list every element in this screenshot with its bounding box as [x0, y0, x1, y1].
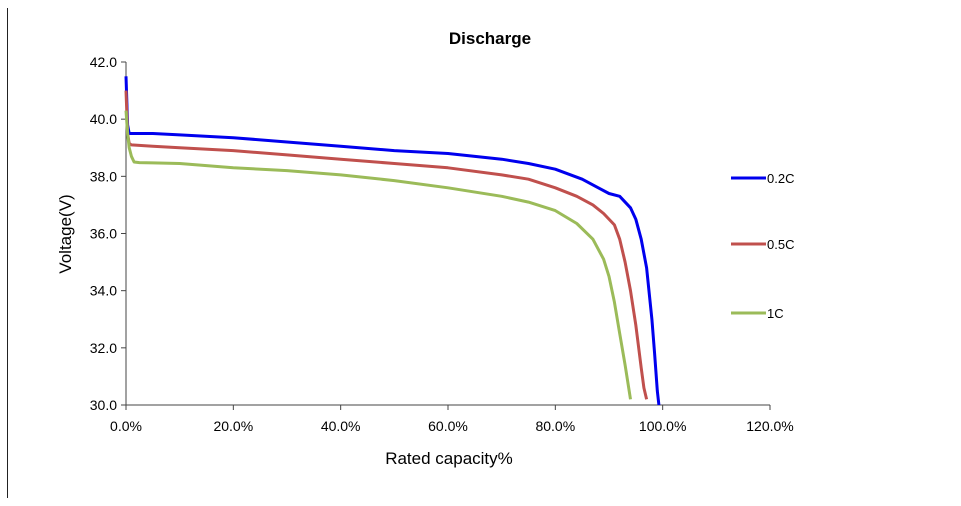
series-lines: [124, 76, 661, 406]
y-tick-label: 34.0: [90, 283, 117, 299]
x-tick-label: 0.0%: [110, 418, 142, 434]
x-axis-label: Rated capacity%: [385, 449, 513, 468]
x-tick-label: 40.0%: [321, 418, 361, 434]
legend: 0.2C 0.5C 1C: [731, 171, 794, 321]
x-axis-ticks: 0.0% 20.0% 40.0% 60.0% 80.0% 100.0% 120.0%: [110, 405, 794, 434]
series-line-0-2c: [124, 76, 661, 406]
x-tick-label: 60.0%: [428, 418, 468, 434]
x-tick-label: 120.0%: [746, 418, 793, 434]
y-axis-ticks: 30.0 32.0 34.0 36.0 38.0 40.0 42.0: [90, 54, 126, 413]
legend-label: 1C: [767, 306, 784, 321]
y-tick-label: 36.0: [90, 226, 117, 242]
x-tick-label: 100.0%: [639, 418, 686, 434]
y-axis-label: Voltage(V): [56, 194, 75, 273]
series-line-0-5c: [124, 90, 649, 400]
x-tick-label: 80.0%: [535, 418, 575, 434]
frame-border-line: [7, 8, 8, 498]
y-tick-label: 42.0: [90, 54, 117, 70]
legend-label: 0.2C: [767, 171, 794, 186]
y-tick-label: 38.0: [90, 168, 117, 184]
x-tick-label: 20.0%: [213, 418, 253, 434]
y-tick-label: 40.0: [90, 111, 117, 127]
chart-title: Discharge: [449, 29, 531, 48]
series-line-1c: [124, 110, 632, 400]
y-tick-label: 30.0: [90, 397, 117, 413]
legend-label: 0.5C: [767, 237, 794, 252]
y-tick-label: 32.0: [90, 340, 117, 356]
